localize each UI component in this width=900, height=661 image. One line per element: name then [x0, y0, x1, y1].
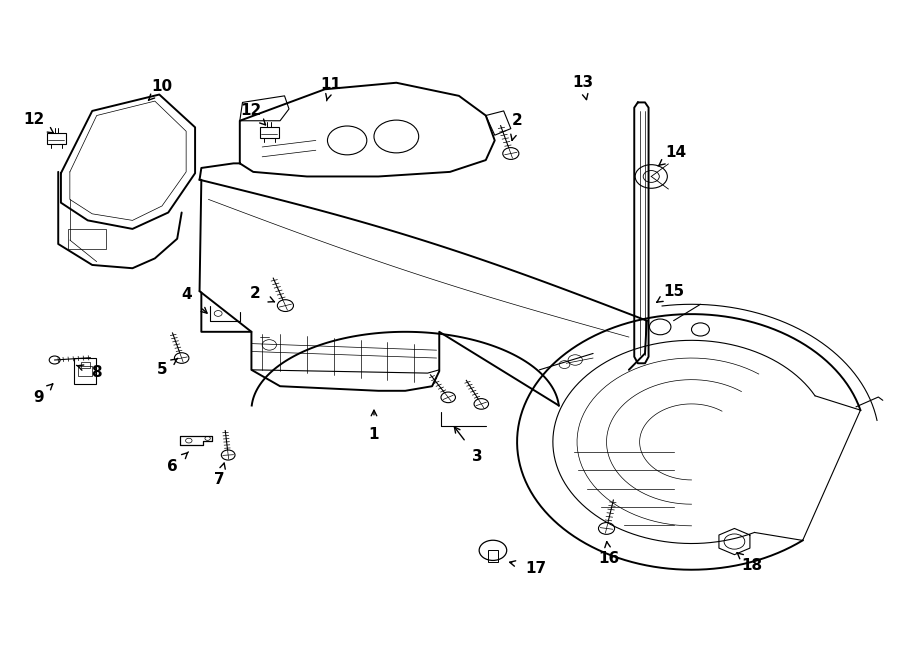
Text: 5: 5 [157, 362, 167, 377]
Bar [47, 133, 66, 144]
Text: 12: 12 [241, 103, 262, 118]
Bar [74, 358, 96, 384]
Bar [488, 551, 498, 562]
Text: 10: 10 [151, 79, 173, 94]
Text: 3: 3 [472, 449, 482, 464]
Bar [68, 229, 105, 249]
Bar [78, 366, 92, 376]
Bar [260, 127, 279, 138]
Text: 12: 12 [23, 112, 45, 127]
Text: 11: 11 [320, 77, 341, 92]
Text: 2: 2 [249, 286, 260, 301]
Text: 4: 4 [181, 287, 192, 302]
Text: 7: 7 [214, 473, 224, 487]
Text: 9: 9 [33, 390, 44, 405]
Text: 6: 6 [167, 459, 178, 475]
Text: 15: 15 [663, 284, 684, 299]
Text: 13: 13 [572, 75, 593, 91]
Text: 16: 16 [598, 551, 620, 566]
Text: 14: 14 [665, 145, 686, 160]
Text: 8: 8 [92, 365, 102, 380]
Bar [81, 362, 89, 368]
Text: 18: 18 [741, 558, 762, 572]
Text: 2: 2 [512, 113, 523, 128]
Text: 1: 1 [369, 426, 379, 442]
Text: 17: 17 [526, 561, 546, 576]
